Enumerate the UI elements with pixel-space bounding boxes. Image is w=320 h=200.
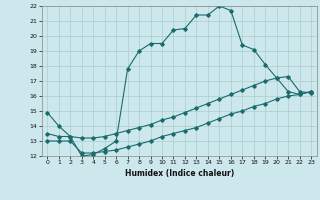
X-axis label: Humidex (Indice chaleur): Humidex (Indice chaleur): [124, 169, 234, 178]
